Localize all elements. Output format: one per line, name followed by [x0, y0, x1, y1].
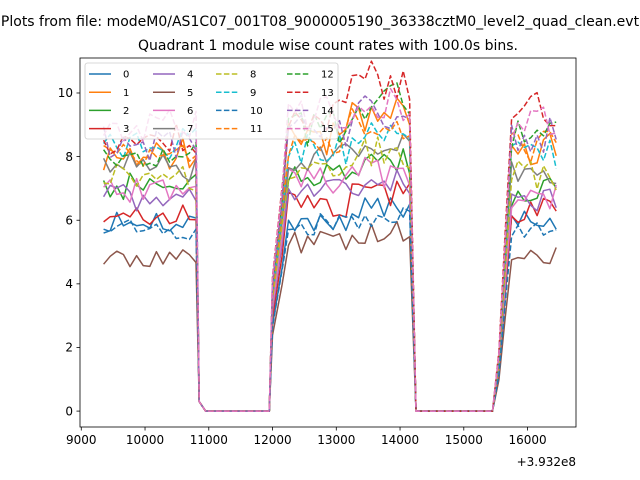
legend-label-3: 3: [123, 124, 129, 135]
series-line-9: [102, 122, 557, 412]
legend-label-2: 2: [123, 106, 129, 117]
legend-box: [84, 62, 339, 140]
y-tick-label: 10: [58, 86, 73, 100]
suptitle: Plots from file: modeM0/AS1C07_001T08_90…: [1, 14, 640, 30]
x-tick-label: 11000: [190, 433, 228, 447]
x-tick-label: 16000: [508, 433, 546, 447]
legend-label-14: 14: [321, 106, 334, 117]
legend-label-7: 7: [187, 124, 193, 135]
y-tick-label: 0: [65, 404, 73, 418]
legend-label-13: 13: [321, 88, 334, 99]
legend-label-10: 10: [250, 106, 263, 117]
legend-label-15: 15: [321, 124, 334, 135]
legend-label-12: 12: [321, 70, 334, 81]
y-tick-label: 4: [65, 277, 73, 291]
y-tick-label: 6: [65, 213, 73, 227]
x-tick-label: 14000: [381, 433, 419, 447]
series-layer: [102, 60, 557, 412]
x-tick-label: 9000: [66, 433, 97, 447]
x-tick-label: 15000: [445, 433, 483, 447]
x-tick-label: 12000: [253, 433, 291, 447]
y-tick-label: 2: [65, 341, 73, 355]
axis-layer: 9000 10000 11000 12000 13000 14000 15000 16000 0…: [58, 86, 547, 447]
x-tick-label: 13000: [317, 433, 355, 447]
legend-label-4: 4: [187, 70, 193, 81]
legend-label-1: 1: [123, 88, 129, 99]
chart-title: Quadrant 1 module wise count rates with …: [138, 38, 518, 54]
plot-frame: [79, 57, 577, 428]
legend-label-5: 5: [187, 88, 193, 99]
legend-label-0: 0: [123, 70, 129, 81]
x-offset-label: +3.932e8: [517, 455, 576, 469]
legend-label-9: 9: [250, 88, 256, 99]
legend-label-8: 8: [250, 70, 256, 81]
legend-label-11: 11: [250, 124, 263, 135]
legend-label-6: 6: [187, 106, 193, 117]
x-tick-label: 10000: [126, 433, 164, 447]
y-tick-label: 8: [65, 150, 73, 164]
